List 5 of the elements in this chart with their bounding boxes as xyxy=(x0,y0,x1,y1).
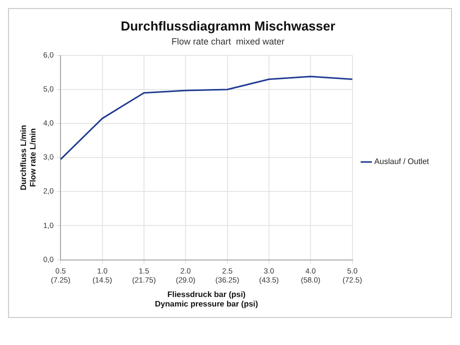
chart-subtitle: Flow rate chart mixed water xyxy=(171,36,285,46)
chart-title: Durchflussdiagramm Mischwasser xyxy=(120,18,336,34)
y-axis-title: Durchfluss L/min Flow rate L/min xyxy=(19,124,38,190)
x-axis-title: Fliessdruck bar (psi) Dynamic pressure bar (psi) xyxy=(154,290,258,308)
legend-label: Auslauf / Outlet xyxy=(374,157,430,166)
